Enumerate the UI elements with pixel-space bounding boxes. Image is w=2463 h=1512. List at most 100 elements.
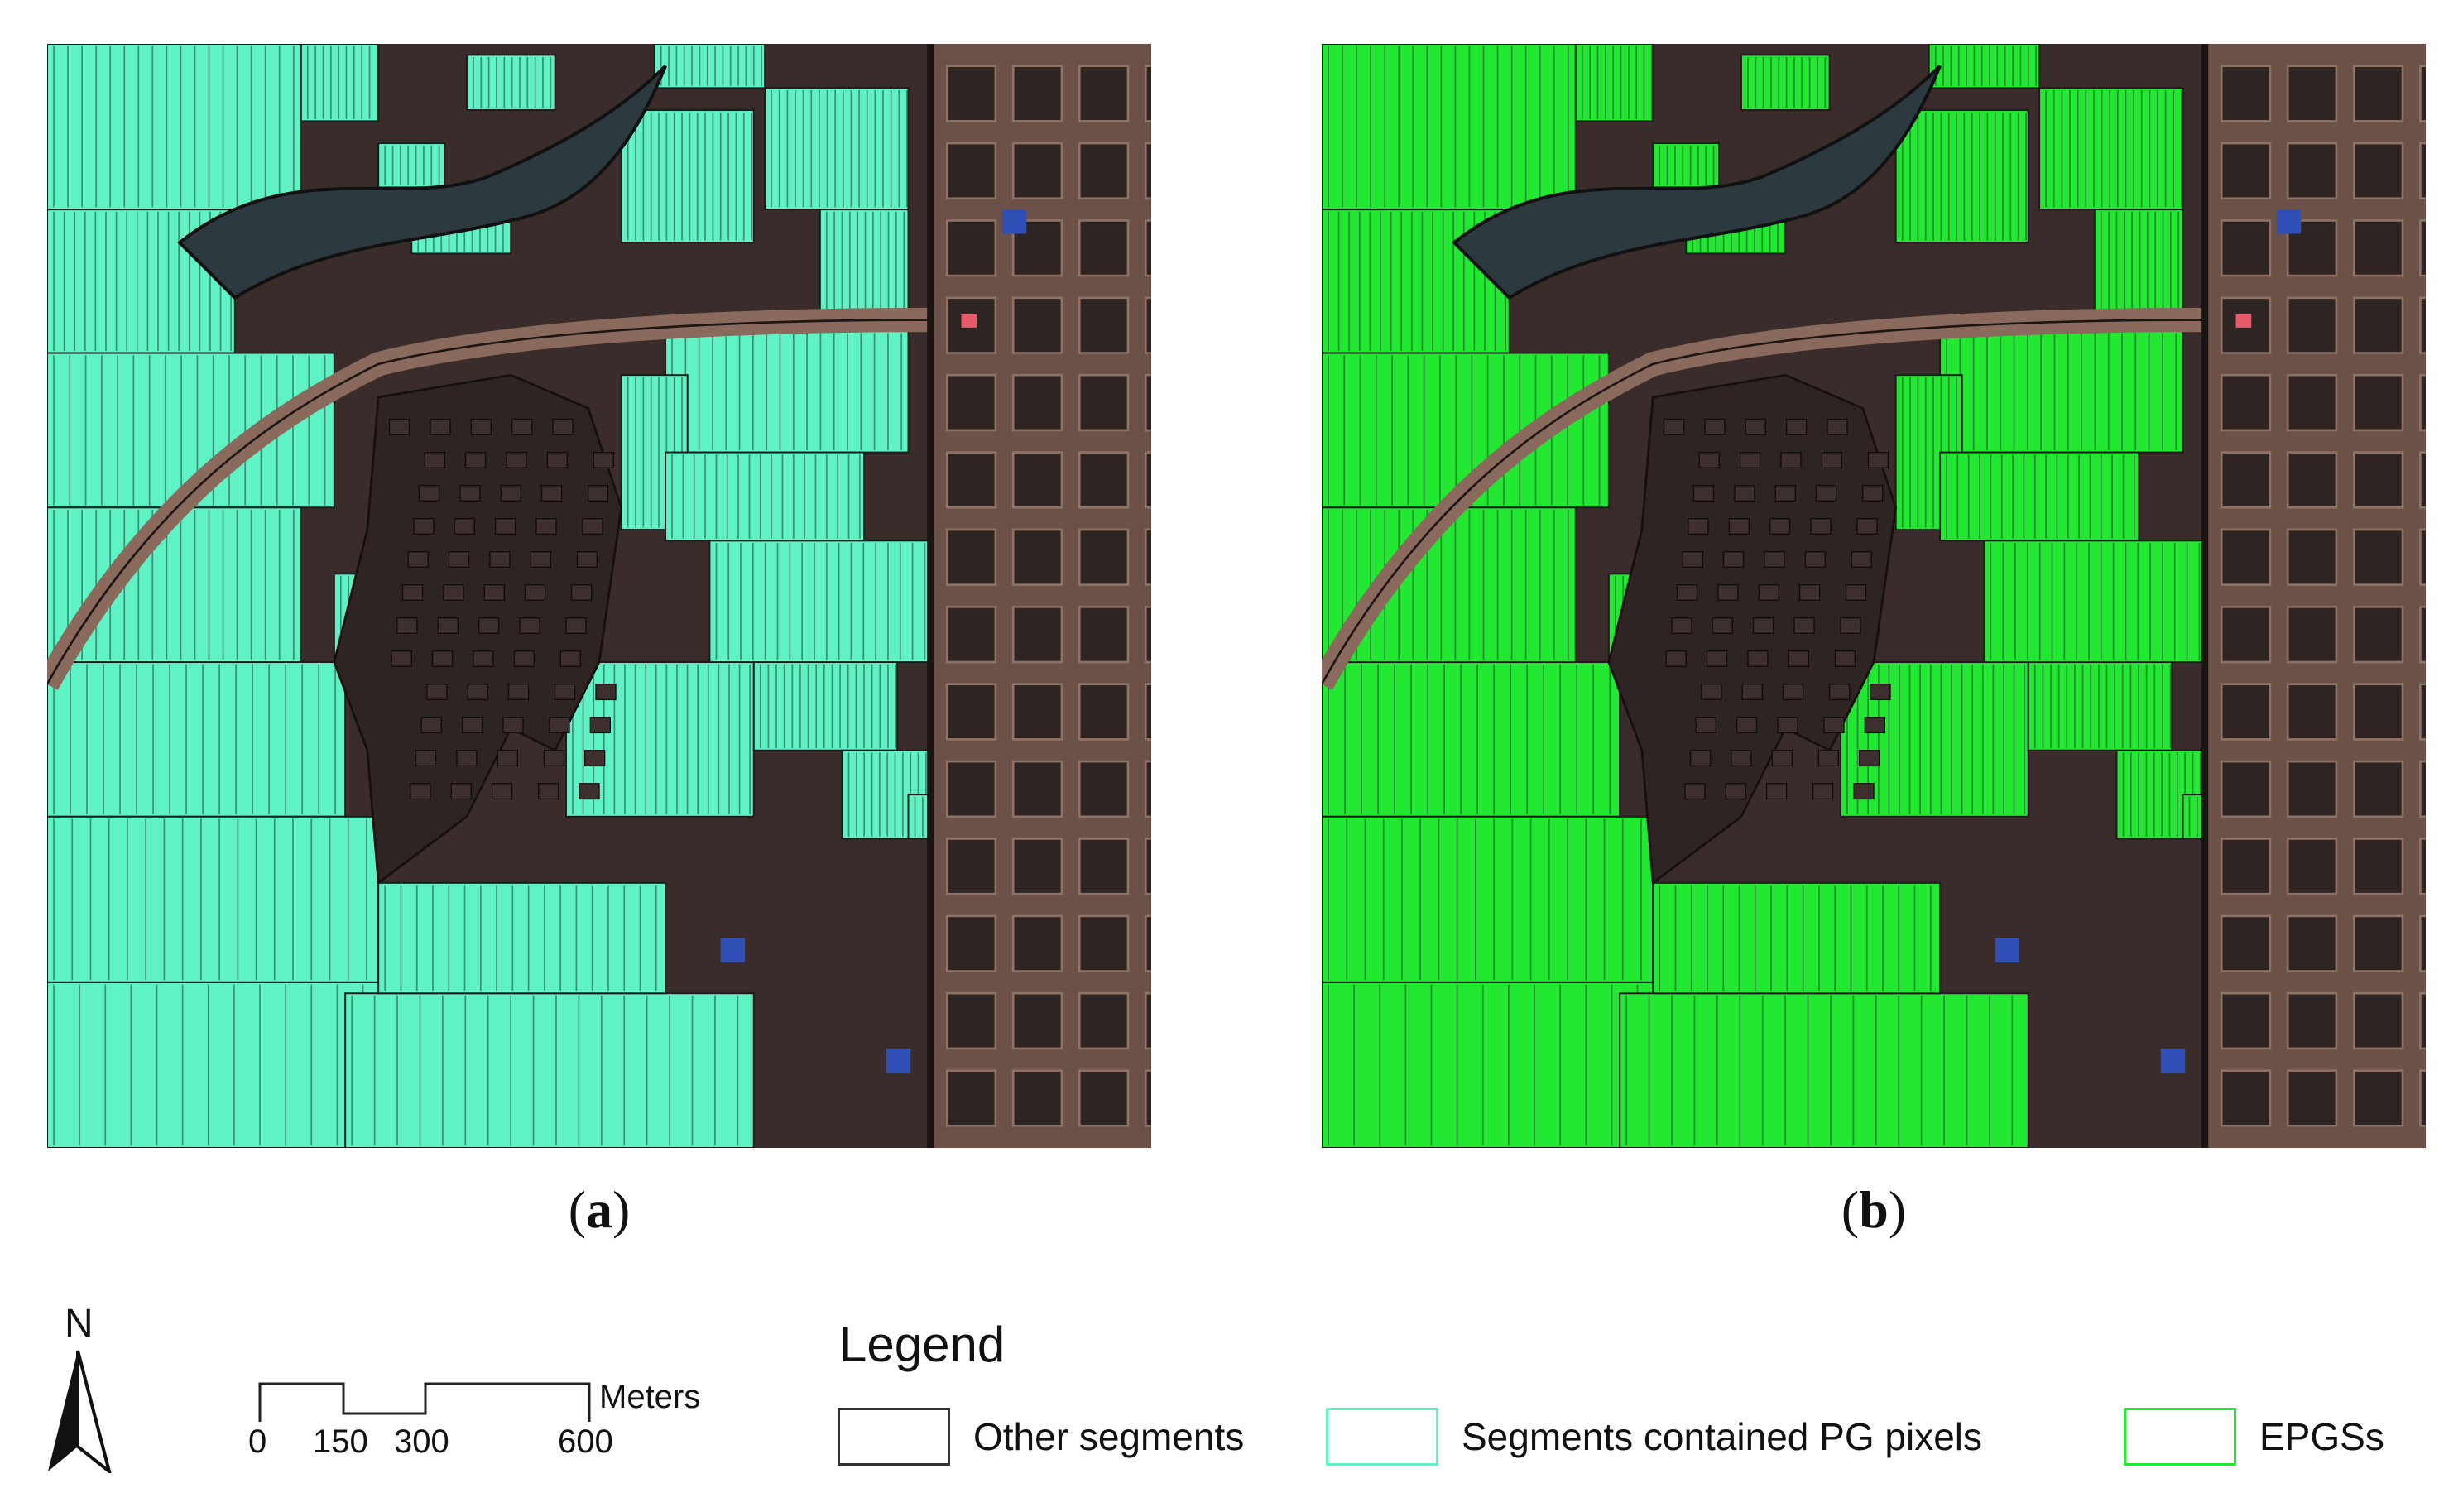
house (437, 617, 459, 635)
legend-label: EPGSs (2259, 1415, 2384, 1458)
house (543, 750, 564, 767)
building-block (945, 683, 997, 741)
building-block (2418, 606, 2426, 664)
house (1671, 617, 1692, 635)
building-block (2352, 296, 2404, 354)
house (1870, 684, 1891, 701)
building-block (1011, 528, 1063, 586)
field-segment (1322, 44, 1577, 211)
building-block (1011, 991, 1063, 1050)
building-block (1144, 528, 1151, 586)
field-segment (1928, 44, 2041, 89)
house (1777, 717, 1798, 734)
house (1851, 550, 1872, 568)
field-segment (907, 794, 932, 840)
building-block (2418, 373, 2426, 432)
house (1764, 550, 1785, 568)
red-roof-building (961, 314, 977, 328)
building-block (945, 606, 997, 664)
house (530, 550, 551, 568)
scale-tick-300: 300 (394, 1423, 449, 1460)
building-block (2220, 219, 2272, 277)
building-block (2352, 373, 2404, 432)
house (1665, 650, 1687, 668)
river (1452, 65, 1942, 300)
map-features-a (47, 44, 1151, 1148)
building-block (1144, 991, 1151, 1050)
house (582, 517, 603, 535)
building-block (2220, 373, 2272, 432)
house (1689, 750, 1712, 767)
house (470, 418, 492, 435)
house (396, 617, 418, 635)
field-segment (1574, 44, 1654, 122)
map-panel-a (47, 44, 1151, 1148)
building-block (1144, 65, 1151, 122)
house (1780, 451, 1802, 468)
field-segment (47, 661, 347, 818)
field-segment (2027, 661, 2173, 751)
house (1765, 783, 1788, 800)
house (1731, 750, 1752, 767)
building-block (1078, 683, 1130, 741)
house (1812, 783, 1834, 800)
house (1741, 684, 1763, 701)
field-segment (752, 661, 899, 751)
house (1717, 583, 1739, 602)
building-block (2352, 142, 2404, 200)
building-block (2352, 683, 2404, 741)
house (426, 684, 448, 701)
building-block (2220, 1069, 2272, 1127)
house (537, 783, 559, 800)
house (1688, 517, 1709, 535)
house (1774, 484, 1796, 502)
building-block (1078, 219, 1130, 277)
house (1867, 451, 1889, 468)
field-segment (300, 44, 380, 122)
legend-swatch (838, 1408, 950, 1466)
house (497, 750, 518, 767)
house (1734, 484, 1755, 502)
building-block (1011, 914, 1063, 972)
building-block (2286, 528, 2338, 586)
house (1684, 783, 1706, 800)
house (459, 484, 481, 502)
blue-roof-building (1995, 938, 2020, 962)
legend-label: Other segments (973, 1415, 1245, 1458)
house (1858, 750, 1880, 767)
building-block (945, 991, 997, 1050)
main-road-edge (1322, 319, 2206, 685)
house (1856, 517, 1878, 535)
house (507, 684, 530, 701)
building-block (2220, 606, 2272, 664)
house (1810, 517, 1832, 535)
house (420, 717, 442, 734)
building-block (1078, 838, 1130, 895)
legend-title: Legend (839, 1317, 1006, 1372)
field-segment (1939, 329, 2184, 454)
building-block (2418, 914, 2426, 972)
house (418, 484, 440, 502)
house (1845, 583, 1867, 602)
house (519, 617, 540, 635)
building-block (2286, 142, 2338, 200)
building-block (1144, 142, 1151, 200)
building-block (2220, 760, 2272, 818)
scale-bar: 0 150 300 600 Meters (248, 1374, 745, 1473)
house (391, 650, 412, 668)
building-block (2220, 528, 2272, 586)
building-block (1078, 760, 1130, 818)
legend-item-other-segments: Other segments (838, 1407, 1244, 1466)
building-block (2220, 65, 2272, 122)
house (1804, 550, 1826, 568)
building-block (1144, 606, 1151, 664)
house (1793, 617, 1815, 635)
building-block (2418, 296, 2426, 354)
house (1736, 717, 1758, 734)
field-segment (377, 881, 667, 995)
building-block (1011, 142, 1063, 200)
house (430, 418, 451, 435)
building-block (1144, 683, 1151, 741)
building-block (2286, 683, 2338, 741)
building-block (1011, 65, 1063, 122)
